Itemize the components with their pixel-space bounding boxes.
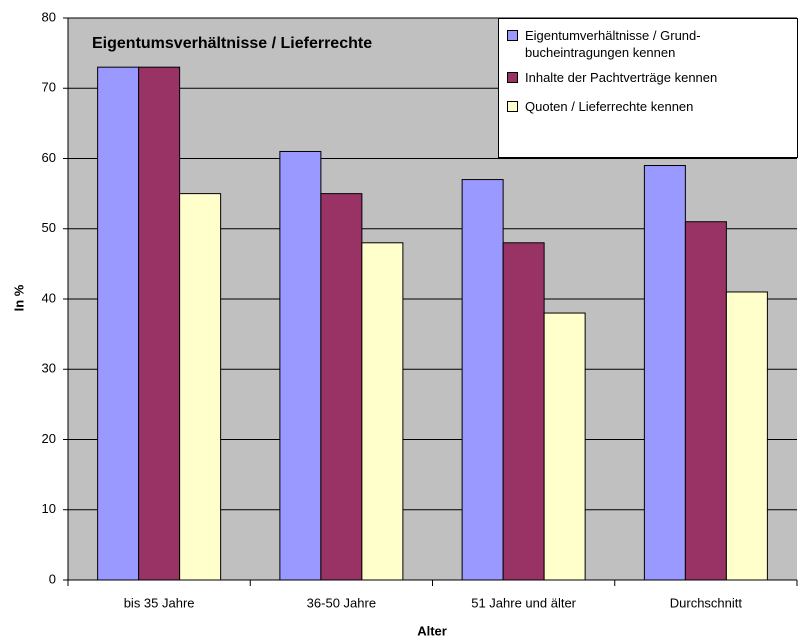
y-tick-label: 40 xyxy=(42,290,56,305)
legend-item: Quoten / Lieferrechte kennen xyxy=(507,98,791,115)
bar xyxy=(361,242,404,581)
y-axis-label: In % xyxy=(11,284,26,311)
bar xyxy=(138,66,181,581)
legend-label: Eigentumverhältnisse / Grund- bucheintra… xyxy=(525,28,701,60)
y-tick-label: 0 xyxy=(49,571,56,586)
chart-title: Eigentumsverhältnisse / Lieferrechte xyxy=(92,35,372,52)
y-tick-label: 50 xyxy=(42,220,56,235)
x-tick-label: 36-50 Jahre xyxy=(307,595,376,610)
legend-label: Quoten / Lieferrechte kennen xyxy=(525,99,694,114)
bar xyxy=(725,291,768,581)
x-tick-label: bis 35 Jahre xyxy=(124,595,195,610)
bar xyxy=(684,221,727,581)
bar xyxy=(97,66,140,581)
bar xyxy=(179,193,222,581)
legend-swatch xyxy=(507,101,518,112)
y-tick-label: 20 xyxy=(42,431,56,446)
legend-item: Eigentumverhältnisse / Grund- bucheintra… xyxy=(507,27,791,61)
y-tick-label: 80 xyxy=(42,9,56,24)
bar xyxy=(543,312,586,581)
bar xyxy=(643,165,686,581)
y-tick-label: 60 xyxy=(42,150,56,165)
bar xyxy=(461,179,504,581)
bar xyxy=(279,150,322,581)
y-tick-label: 10 xyxy=(42,501,56,516)
x-tick-label: Durchschnitt xyxy=(670,595,743,610)
y-tick-label: 30 xyxy=(42,361,56,376)
legend-swatch xyxy=(507,30,518,41)
legend-swatch xyxy=(507,72,518,83)
bar xyxy=(502,242,545,581)
y-tick-label: 70 xyxy=(42,80,56,95)
bar xyxy=(320,193,363,581)
x-axis-label: Alter xyxy=(417,623,447,638)
legend-item: Inhalte der Pachtverträge kennen xyxy=(507,69,791,86)
legend: Eigentumverhältnisse / Grund- bucheintra… xyxy=(498,18,798,158)
legend-label: Inhalte der Pachtverträge kennen xyxy=(525,70,718,85)
x-tick-label: 51 Jahre und älter xyxy=(471,595,576,610)
